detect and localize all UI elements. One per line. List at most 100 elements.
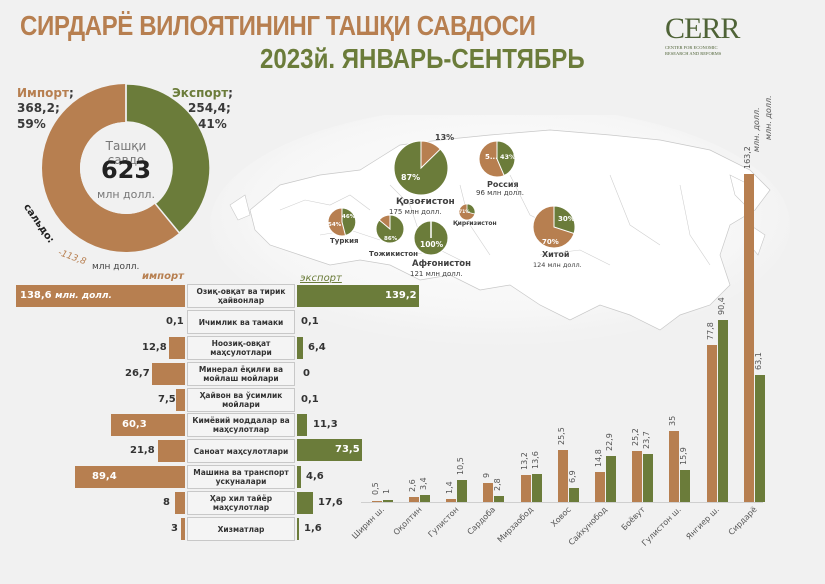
ru-export-pct: 43% xyxy=(500,153,516,161)
district-export-bar xyxy=(420,495,430,502)
pie-kazakhstan xyxy=(393,140,449,196)
district-export-value: 10,5 xyxy=(456,457,465,475)
tj-name: Тожикистон xyxy=(369,250,418,258)
import-bar xyxy=(152,363,185,385)
export-value: 11,3 xyxy=(313,419,338,430)
district-export-value: 22,9 xyxy=(605,433,614,451)
district-import-value: 14,8 xyxy=(594,449,603,467)
cerr-logo: CERR Center for economic research and re… xyxy=(665,14,755,57)
import-value: 3 xyxy=(171,523,178,534)
export-bar xyxy=(297,492,313,514)
import-value: 12,8 xyxy=(142,342,167,353)
tr-name: Туркия xyxy=(330,237,359,245)
export-value: 4,6 xyxy=(306,471,324,482)
district-export-value: 1 xyxy=(382,488,391,494)
export-value: 73,5 xyxy=(335,444,360,455)
district-export-value: 23,7 xyxy=(642,431,651,449)
district-export-bar xyxy=(755,375,765,502)
tr-import-pct: 54% xyxy=(328,222,342,228)
export-value: 0 xyxy=(303,368,310,379)
kg-import-pct: 71% xyxy=(459,210,470,215)
import-bar xyxy=(175,492,185,514)
page-subtitle: 2023й. ЯНВАРЬ-СЕНТЯБРЬ xyxy=(260,43,585,74)
balance-unit: млн долл. xyxy=(92,262,140,272)
category-label: Ноозиқ-овқат маҳсулотлари xyxy=(187,336,295,360)
cn-export-pct: 30% xyxy=(558,215,575,223)
category-label: Озиқ-овқат ва тирик ҳайвонлар xyxy=(187,284,295,308)
cn-name: Хитой xyxy=(542,250,570,259)
import-value: 8 xyxy=(163,497,170,508)
af-export-pct: 100% xyxy=(420,240,444,249)
import-bar xyxy=(16,285,185,307)
district-axis xyxy=(361,502,763,503)
district-export-bar xyxy=(532,474,542,502)
import-value: 60,3 xyxy=(122,419,147,430)
import-value: 138,6 млн. долл. xyxy=(20,290,112,301)
kz-total: 175 млн долл. xyxy=(389,208,442,216)
ru-import-pct: 5... xyxy=(485,153,498,161)
import-bar xyxy=(176,389,185,411)
pie-afghanistan xyxy=(413,220,449,256)
category-label: Саноат маҳсулотлари xyxy=(187,439,295,463)
district-label: Мирзаобод xyxy=(496,505,536,545)
district-label: Сайхунобод xyxy=(567,505,610,548)
district-import-bar xyxy=(669,431,679,502)
district-label: Сирдарё xyxy=(726,505,759,538)
donut-center-title: Ташқи савдо xyxy=(105,139,147,167)
district-export-value: 15,9 xyxy=(679,447,688,465)
district-label: Ширин ш. xyxy=(350,505,387,541)
district-import-bar xyxy=(744,174,754,502)
district-export-value: 3,4 xyxy=(419,477,428,490)
district-import-bar xyxy=(595,472,605,502)
export-value: 6,4 xyxy=(308,342,326,353)
district-import-value: 35 xyxy=(668,415,677,426)
district-label: Янгиер ш. xyxy=(684,505,722,542)
category-label: Кимёвий моддалар ва маҳсулотлар xyxy=(187,413,295,437)
district-export-bar xyxy=(569,488,579,502)
pie-turkey xyxy=(327,207,357,237)
cn-import-pct: 70% xyxy=(542,238,559,246)
district-import-bar xyxy=(372,501,382,502)
donut-export-value: 254,4; xyxy=(188,101,231,115)
import-value: 21,8 xyxy=(130,445,155,456)
district-label: Сардоба xyxy=(465,505,498,537)
category-label: Хизматлар xyxy=(187,517,295,541)
district-export-bar xyxy=(718,320,728,502)
import-value: 0,1 xyxy=(166,316,184,327)
tr-export-pct: 46% xyxy=(342,214,356,220)
export-bar xyxy=(297,414,307,436)
district-import-value: 0,5 xyxy=(371,482,380,495)
donut-import-label: Импорт; xyxy=(17,86,74,100)
logo-subtext-2: research and reforms xyxy=(665,51,722,56)
export-value: 0,1 xyxy=(301,316,319,327)
district-label: Гулистон ш. xyxy=(640,505,684,548)
donut-center-unit: млн долл. xyxy=(97,188,155,201)
district-import-value: 1,4 xyxy=(445,481,454,494)
district-import-value: 9 xyxy=(482,472,491,478)
district-import-value: 77,8 xyxy=(706,322,715,340)
logo-subtext-1: Center for economic xyxy=(665,45,718,50)
category-label: Ҳар хил тайёр маҳсулотлар xyxy=(187,491,295,515)
district-label: Ховос xyxy=(548,505,573,529)
district-export-bar xyxy=(383,500,393,502)
district-import-bar xyxy=(558,450,568,502)
af-name: Афғонистон xyxy=(412,259,471,269)
donut-export-pct: 41% xyxy=(198,117,227,131)
ru-total: 96 млн долл. xyxy=(476,189,524,197)
district-import-value: 25,2 xyxy=(631,428,640,446)
district-import-bar xyxy=(446,499,456,502)
export-bar xyxy=(297,518,299,540)
page-title: СИРДАРЁ ВИЛОЯТИНИНГ ТАШҚИ САВДОСИ xyxy=(20,10,536,41)
district-label: Боёвут xyxy=(619,505,647,533)
pie-tajikistan xyxy=(375,214,405,244)
import-bar xyxy=(181,518,185,540)
district-import-value: 25,5 xyxy=(557,427,566,445)
pie-kyrgyzstan xyxy=(458,203,476,221)
import-bar xyxy=(75,466,185,488)
district-ylabel: млн. долл. xyxy=(764,95,773,140)
district-label: Гулистон xyxy=(426,505,461,540)
legend-export: экспорт xyxy=(300,273,342,284)
district-export-bar xyxy=(643,454,653,502)
import-bar xyxy=(158,440,185,462)
district-import-bar xyxy=(409,497,419,502)
